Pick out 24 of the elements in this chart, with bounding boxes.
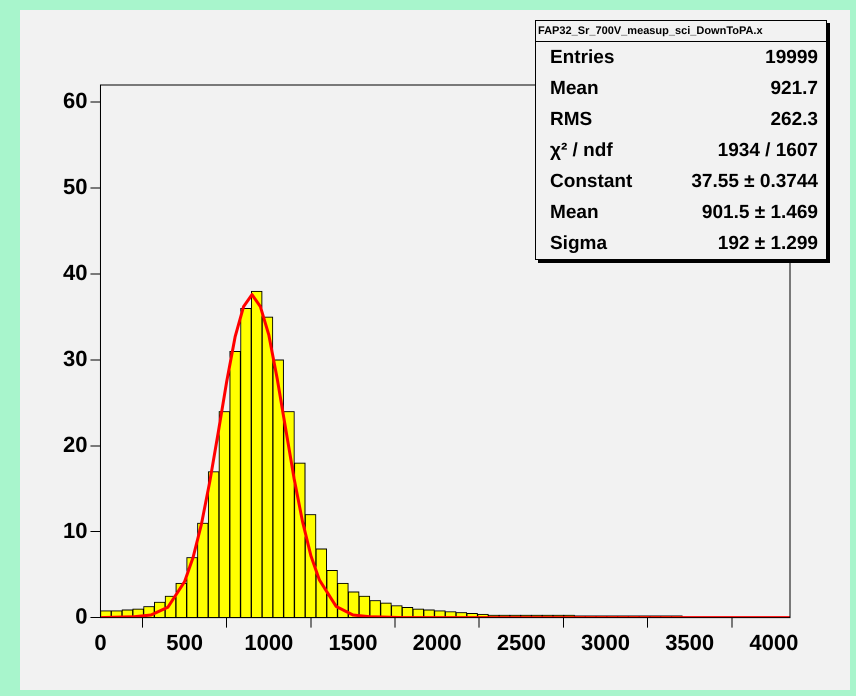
x-tick-label: 2500 — [496, 630, 546, 655]
y-tick-label: 10 — [62, 518, 88, 543]
x-tick-label: 4000 — [749, 630, 798, 655]
y-tick-label: 0 — [75, 604, 88, 629]
text: Constant 37.55 ± 0.3744 — [550, 171, 818, 192]
y-tick-label: 20 — [62, 432, 88, 457]
x-tick-label: 1000 — [244, 630, 294, 655]
text: χ² / ndf 1934 / 1607 — [550, 140, 818, 161]
x-tick-label: 2000 — [412, 630, 462, 655]
y-tick-label: 40 — [62, 260, 88, 286]
x-tick-label: 0 — [94, 630, 107, 655]
text: RMS 262.3 — [550, 109, 818, 130]
x-tick-label: 3000 — [581, 630, 630, 655]
x-tick-label: 500 — [166, 630, 203, 655]
y-tick-label: 60 — [62, 88, 88, 114]
chart-title: FAP32_Sr_700V_measup_sci_DownToPA.x — [536, 21, 826, 42]
y-tick-label: 50 — [62, 174, 88, 200]
text: Entries 19999 — [550, 47, 818, 68]
text: Mean 921.7 — [550, 78, 818, 99]
y-tick-label: 30 — [62, 346, 88, 371]
text: Mean 901.5 ± 1.469 — [550, 202, 818, 223]
x-tick-label: 3500 — [665, 630, 714, 655]
x-tick-label: 1500 — [328, 630, 378, 655]
text: Sigma 192 ± 1.299 — [550, 233, 818, 254]
